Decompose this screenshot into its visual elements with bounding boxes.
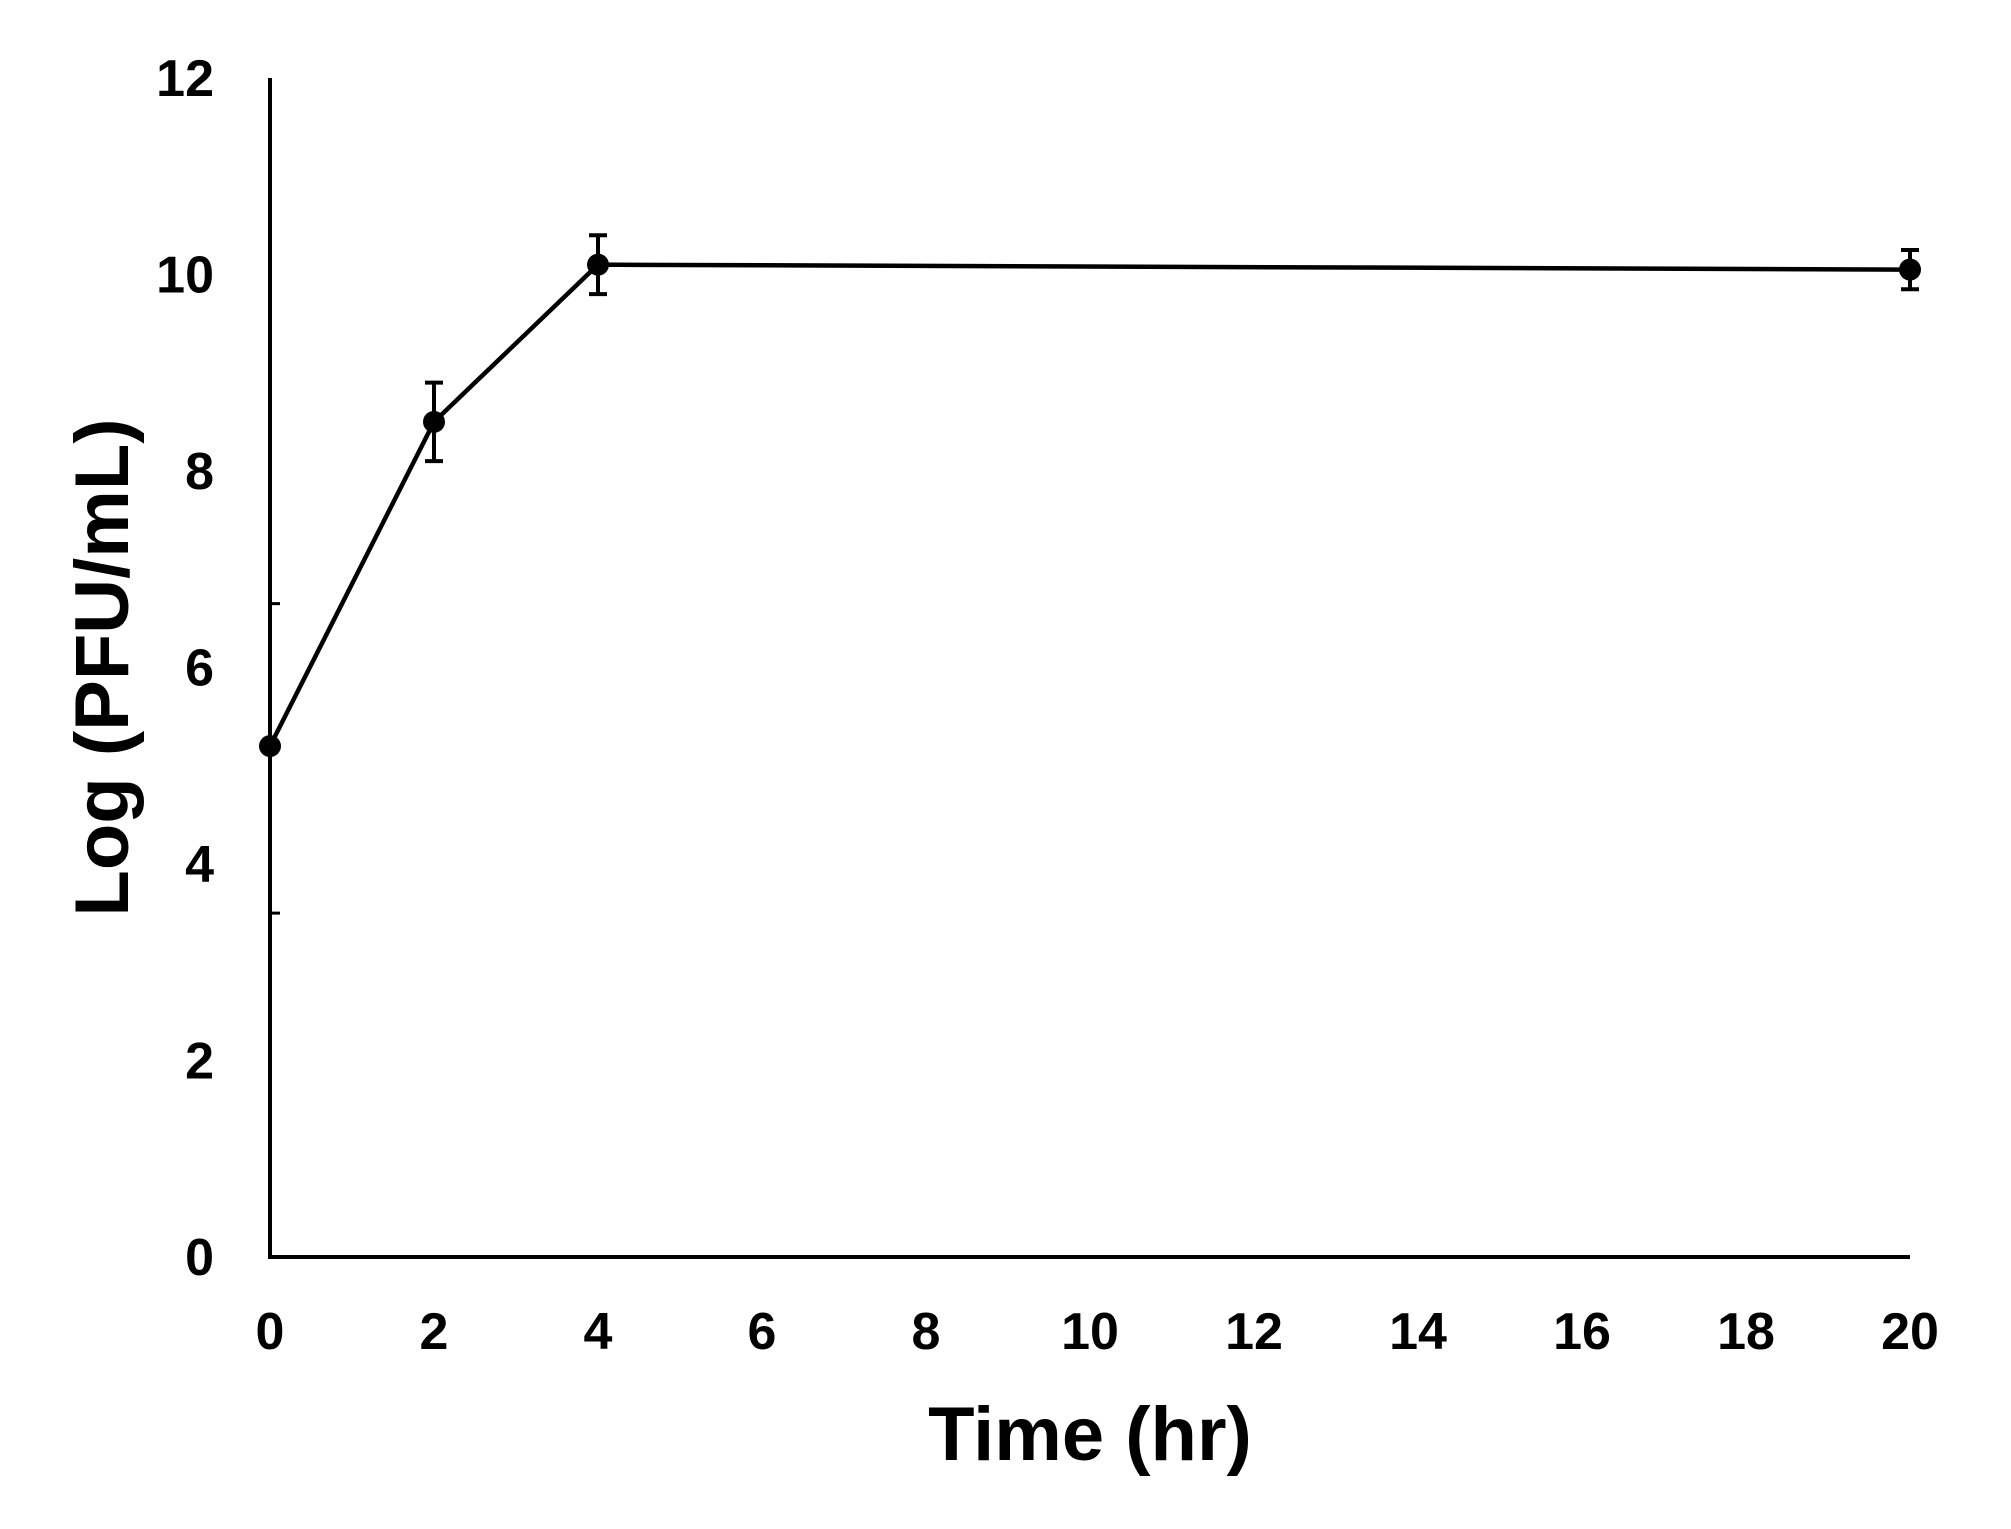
y-tick-labels: 0 2 4 6 8 10 12 [156, 50, 214, 1287]
series-line [267, 262, 1911, 748]
data-point [1899, 258, 1921, 281]
x-tick-label: 20 [1881, 1303, 1939, 1361]
y-tick-label: 12 [156, 50, 214, 108]
x-tick-label: 0 [256, 1303, 285, 1361]
y-tick-label: 6 [185, 640, 214, 698]
data-point [259, 735, 281, 758]
x-tick-label: 18 [1717, 1303, 1775, 1361]
data-point [587, 253, 609, 276]
x-tick-label: 10 [1061, 1303, 1119, 1361]
x-tick-label: 6 [748, 1303, 777, 1361]
x-tick-label: 12 [1225, 1303, 1283, 1361]
y-tick-label: 2 [185, 1033, 214, 1091]
axes [268, 78, 1910, 1259]
x-tick-label: 14 [1389, 1303, 1447, 1361]
y-tick-label: 4 [185, 836, 214, 894]
x-tick-labels: 0 2 4 6 8 10 12 14 16 18 20 [256, 1303, 1939, 1361]
data-point [423, 410, 445, 433]
x-tick-label: 8 [912, 1303, 941, 1361]
y-tick-label: 0 [185, 1229, 214, 1287]
y-tick-label: 10 [156, 247, 214, 305]
y-tick-label: 8 [185, 443, 214, 501]
x-tick-label: 2 [420, 1303, 449, 1361]
x-axis-title: Time (hr) [928, 1392, 1252, 1477]
x-tick-label: 4 [584, 1303, 613, 1361]
y-axis-title: Log (PFU/mL) [60, 418, 145, 916]
series-layer [259, 233, 1921, 758]
y-minor-ticks [270, 602, 280, 915]
x-tick-label: 16 [1553, 1303, 1611, 1361]
